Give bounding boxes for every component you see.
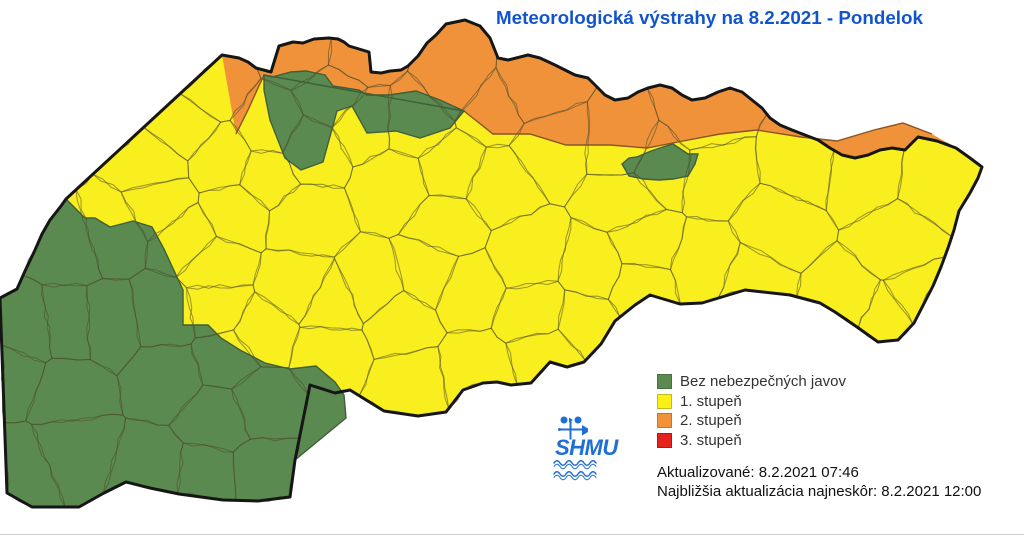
- svg-text:SHMU: SHMU: [555, 435, 619, 460]
